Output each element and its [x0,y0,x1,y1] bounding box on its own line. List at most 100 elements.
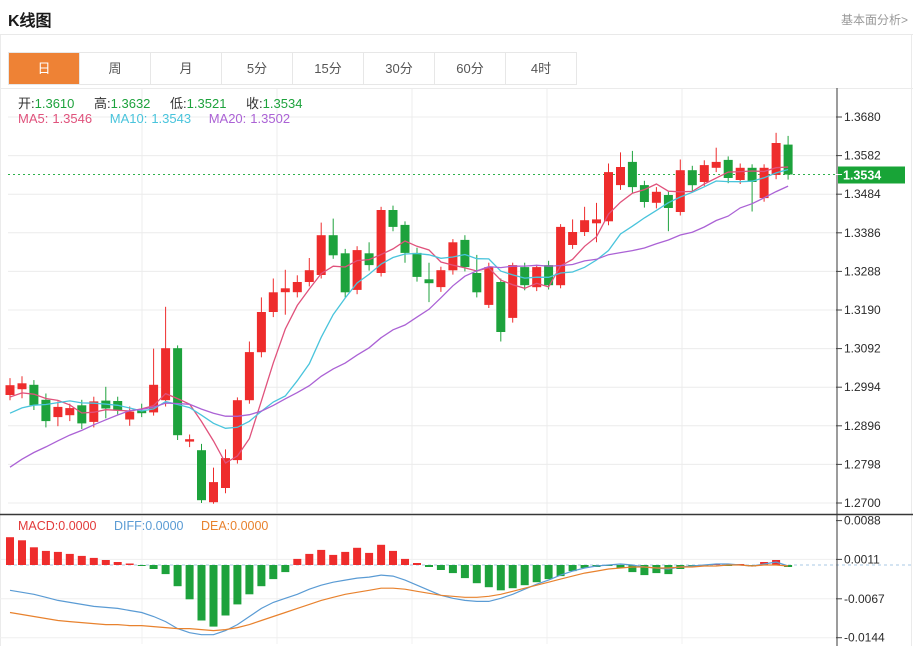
macd-bar [448,565,457,574]
macd-bar [53,551,62,565]
macd-bar [173,565,182,587]
candle-body [747,167,757,182]
dea-item: DEA:0.0000 [201,519,268,533]
candle-body [699,165,709,182]
close-label: 收: [246,96,263,111]
macd-bar [472,565,481,584]
macd-bar [544,565,553,580]
macd-bar [77,555,86,565]
candle-body [592,219,601,224]
macd-bar [101,560,110,565]
macd-bar [293,558,302,565]
svg-text:1.3386: 1.3386 [844,226,881,240]
candle-body [244,352,254,401]
macd-bar [484,565,493,588]
candle-body [268,292,278,312]
macd-bar [317,549,326,566]
candle-body [65,408,75,416]
tab-15min[interactable]: 15分 [293,53,364,84]
tab-4hour[interactable]: 4时 [506,53,576,84]
candle-body [448,242,458,271]
macd-bar [161,565,170,575]
tab-month[interactable]: 月 [151,53,222,84]
macd-bar [460,565,469,579]
candle-body [280,288,290,293]
close-value: 1.3534 [262,96,303,111]
candle-body [197,450,206,501]
svg-text:1.2798: 1.2798 [844,457,881,471]
current-price-tag: 1.3534 [836,166,905,184]
diff-label: DIFF: [114,519,146,533]
price-axis-labels: 1.3680 1.3582 1.3484 1.3386 1.3288 1.3190 1.30… [836,110,881,510]
macd-bar [185,565,194,600]
svg-text:1.2896: 1.2896 [844,419,881,433]
candle-body [604,172,613,222]
candle-body [29,384,39,406]
candle-body [484,267,494,305]
ma5-legend: MA5: 1.3546 [18,111,92,126]
candle-body [77,405,87,424]
candle-body [53,406,63,418]
interval-tabbar: 日 周 月 5分 15分 30分 60分 4时 [8,52,577,85]
macd-bar [221,565,230,616]
low-label: 低: [170,96,187,111]
macd-bar [496,565,505,591]
tab-60min[interactable]: 60分 [435,53,506,84]
tab-day[interactable]: 日 [9,53,80,84]
macd-gridlines [0,558,837,639]
candle-body [735,167,745,180]
candle-body [352,250,362,290]
candle-body [376,210,386,273]
svg-text:1.3288: 1.3288 [844,264,881,278]
candle-body [496,282,506,332]
candle-body [41,399,51,422]
candle-body [675,170,685,212]
macd-bar [89,557,98,565]
svg-text:-0.0144: -0.0144 [844,631,885,645]
page-title: K线图 [8,13,52,30]
candle-body [759,167,769,199]
macd-bar [245,565,254,595]
candle-body [304,270,314,282]
ohlc-close: 收:1.3534 [246,96,302,111]
high-label: 高: [94,96,111,111]
diff-item: DIFF:0.0000 [114,519,183,533]
macd-bar [520,565,529,586]
macd-bar [413,563,421,565]
candle-body [17,383,27,390]
ma5-value: 1.3546 [52,111,93,126]
ma10-line [9,168,789,429]
ohlc-legend: 开:1.3610 高:1.3632 低:1.3521 收:1.3534 [18,93,318,112]
svg-text:1.2994: 1.2994 [844,380,881,394]
ma10-value: 1.3543 [151,111,192,126]
candle-body [5,385,15,395]
macd-bar [29,547,38,565]
macd-bar [197,565,206,621]
candle-body [568,232,578,245]
dea-line [9,564,789,632]
tab-week[interactable]: 周 [80,53,151,84]
candles [5,132,793,504]
tab-5min[interactable]: 5分 [222,53,293,84]
svg-text:1.3484: 1.3484 [844,187,881,201]
fundamental-analysis-link[interactable]: 基本面分析> [840,13,908,27]
candle-body [616,167,625,186]
open-label: 开: [18,96,35,111]
macd-axis-labels: 0.0088 0.0011 -0.0067 -0.0144 [836,514,885,645]
macd-bar [305,553,314,565]
macd-bar [425,565,433,567]
macd-histogram [6,537,793,627]
dea-value: 0.0000 [230,519,269,533]
svg-text:0.0011: 0.0011 [844,552,880,566]
dea-label: DEA: [200,519,231,533]
svg-text:1.3092: 1.3092 [844,342,881,356]
candle-body [232,400,242,461]
macd-bar [365,552,374,565]
candle-body [520,267,530,286]
candle-body [580,220,590,232]
svg-text:1.3534: 1.3534 [843,169,881,183]
tab-30min[interactable]: 30分 [364,53,435,84]
macd-bar [257,565,266,587]
macd-bar [568,565,577,572]
